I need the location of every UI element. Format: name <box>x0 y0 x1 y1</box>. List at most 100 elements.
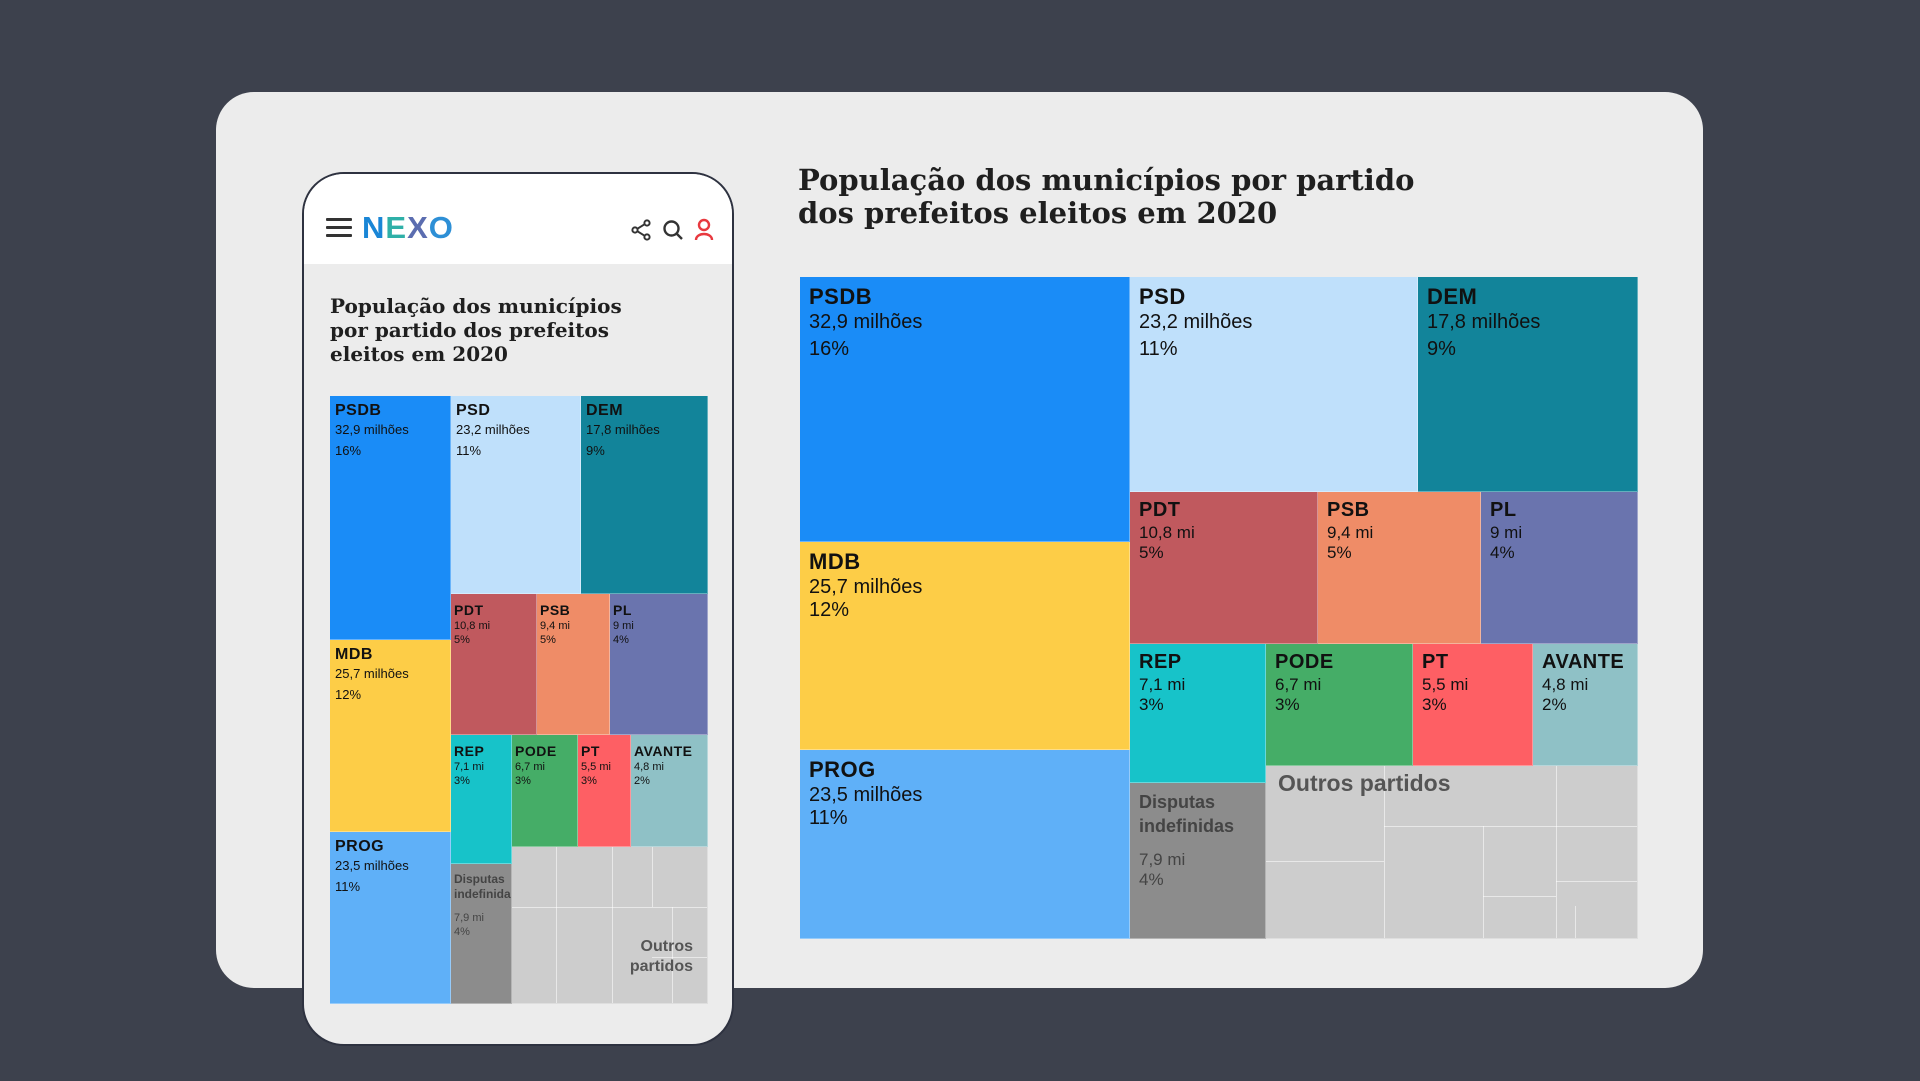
others-divider <box>1556 766 1557 938</box>
site-header: NEXO <box>304 174 732 264</box>
tile-value: 17,8 milhões <box>586 422 660 437</box>
others-divider <box>612 847 613 1003</box>
tile-percent: 3% <box>1275 695 1300 714</box>
tile-pode[interactable]: PODE 6,7 mi 3% <box>512 735 578 847</box>
tile-percent: 11% <box>335 879 361 894</box>
tile-rep[interactable]: REP 7,1 mi 3% <box>451 735 512 864</box>
others-divider <box>1483 826 1484 938</box>
tile-psb[interactable]: PSB 9,4 mi 5% <box>537 594 610 735</box>
tile-psb[interactable]: PSB 9,4 mi 5% <box>1318 492 1481 644</box>
tile-value: 9,4 mi <box>540 620 570 632</box>
tile-percent: 3% <box>1422 695 1447 714</box>
tile-percent: 3% <box>454 775 470 787</box>
tile-value: 25,7 milhões <box>809 576 923 598</box>
tile-name: PT <box>581 743 600 759</box>
tile-name: PSD <box>456 402 491 419</box>
search-icon[interactable] <box>662 219 684 241</box>
tile-name: PL <box>1490 499 1517 521</box>
tile-dem[interactable]: DEM 17,8 milhões 9% <box>1418 277 1638 492</box>
tile-prog[interactable]: PROG 23,5 milhões 11% <box>800 750 1130 939</box>
tile-pdt[interactable]: PDT 10,8 mi 5% <box>451 594 537 735</box>
tile-mdb[interactable]: MDB 25,7 milhões 12% <box>330 640 451 832</box>
tile-percent: 3% <box>581 775 597 787</box>
tile-name: Outros partidos <box>1278 770 1451 796</box>
tile-name: PL <box>613 602 632 618</box>
tile-rep[interactable]: REP 7,1 mi 3% <box>1130 644 1266 783</box>
tile-pode[interactable]: PODE 6,7 mi 3% <box>1266 644 1413 766</box>
tile-outros-partidos[interactable]: Outros partidos <box>512 847 708 1004</box>
tile-value: 23,2 milhões <box>456 422 530 437</box>
others-divider <box>1575 906 1576 938</box>
mobile-treemap: PSDB 32,9 milhões 16% PSD 23,2 milhões 11% DEM… <box>330 396 708 1004</box>
menu-icon[interactable] <box>326 218 352 238</box>
tile-value: 7,1 mi <box>454 761 484 773</box>
others-divider <box>652 957 707 958</box>
tile-value: 7,1 mi <box>1139 675 1186 694</box>
tile-psd[interactable]: PSD 23,2 milhões 11% <box>451 396 581 594</box>
tile-disputas-indefinidas[interactable]: Disputas indefinidas 7,9 mi 4% <box>1130 783 1266 939</box>
tile-percent: 4% <box>454 926 470 938</box>
tile-percent: 12% <box>335 687 362 702</box>
tile-name: Disputas indefinidas <box>1139 792 1235 836</box>
tile-name: PSB <box>1327 499 1370 521</box>
tile-name: MDB <box>335 646 373 663</box>
tile-name: AVANTE <box>634 743 693 759</box>
tile-percent: 3% <box>515 775 531 787</box>
tile-prog[interactable]: PROG 23,5 milhões 11% <box>330 832 451 1004</box>
nexo-logo[interactable]: NEXO <box>362 210 454 245</box>
tile-percent: 3% <box>1139 695 1164 714</box>
tile-avante[interactable]: AVANTE 4,8 mi 2% <box>631 735 708 847</box>
tile-pl[interactable]: PL 9 mi 4% <box>610 594 708 735</box>
phone-mockup: NEXO População dos municípios por partid… <box>302 172 734 1046</box>
tile-value: 23,5 milhões <box>335 858 409 873</box>
tile-psd[interactable]: PSD 23,2 milhões 11% <box>1130 277 1418 492</box>
tile-name: PROG <box>335 838 385 855</box>
tile-value: 5,5 mi <box>581 761 611 773</box>
tile-name: Disputas indefinidas <box>454 872 512 901</box>
others-divider <box>652 847 653 907</box>
tile-avante[interactable]: AVANTE 4,8 mi 2% <box>1533 644 1638 766</box>
tile-name: REP <box>1139 651 1182 673</box>
tile-name: AVANTE <box>1542 651 1625 673</box>
tile-name: PDT <box>454 602 484 618</box>
tile-value: 7,9 mi <box>454 912 484 924</box>
tile-name: PROG <box>809 757 876 782</box>
tile-name: PDT <box>1139 499 1181 521</box>
mobile-chart-title: População dos municípios por partido dos… <box>330 294 622 366</box>
tile-name: DEM <box>1427 284 1478 309</box>
tile-psdb[interactable]: PSDB 32,9 milhões 16% <box>330 396 451 640</box>
tile-percent: 11% <box>809 807 848 829</box>
user-icon[interactable] <box>694 218 714 242</box>
others-divider <box>1384 766 1385 938</box>
others-divider <box>556 847 557 1003</box>
tile-percent: 5% <box>454 634 470 646</box>
tile-pt[interactable]: PT 5,5 mi 3% <box>1413 644 1533 766</box>
others-divider <box>1266 861 1384 862</box>
tile-percent: 9% <box>1427 338 1456 360</box>
tile-percent: 5% <box>1139 543 1164 562</box>
tile-outros-partidos[interactable]: Outros partidos <box>1266 766 1638 939</box>
tile-name: PODE <box>515 743 557 759</box>
tile-pt[interactable]: PT 5,5 mi 3% <box>578 735 631 847</box>
tile-value: 6,7 mi <box>1275 675 1322 694</box>
tile-pl[interactable]: PL 9 mi 4% <box>1481 492 1638 644</box>
tile-dem[interactable]: DEM 17,8 milhões 9% <box>581 396 708 594</box>
tile-value: 9 mi <box>613 620 634 632</box>
others-divider <box>1556 881 1637 882</box>
tile-percent: 16% <box>335 443 362 458</box>
share-icon[interactable] <box>630 219 652 241</box>
chart-title: População dos municípios por partido dos… <box>798 163 1415 230</box>
tile-value: 32,9 milhões <box>809 311 923 333</box>
tile-percent: 11% <box>456 443 482 458</box>
tile-value: 9 mi <box>1490 523 1523 542</box>
tile-disputas-indefinidas[interactable]: Disputas indefinidas 7,9 mi 4% <box>451 864 512 1004</box>
tile-mdb[interactable]: MDB 25,7 milhões 12% <box>800 542 1130 750</box>
tile-name: PODE <box>1275 651 1334 673</box>
tile-percent: 9% <box>586 443 605 458</box>
tile-psdb[interactable]: PSDB 32,9 milhões 16% <box>800 277 1130 542</box>
tile-pdt[interactable]: PDT 10,8 mi 5% <box>1130 492 1318 644</box>
tile-percent: 2% <box>1542 695 1567 714</box>
tile-value: 7,9 mi <box>1139 850 1186 869</box>
tile-value: 9,4 mi <box>1327 523 1374 542</box>
others-divider <box>1384 826 1637 827</box>
